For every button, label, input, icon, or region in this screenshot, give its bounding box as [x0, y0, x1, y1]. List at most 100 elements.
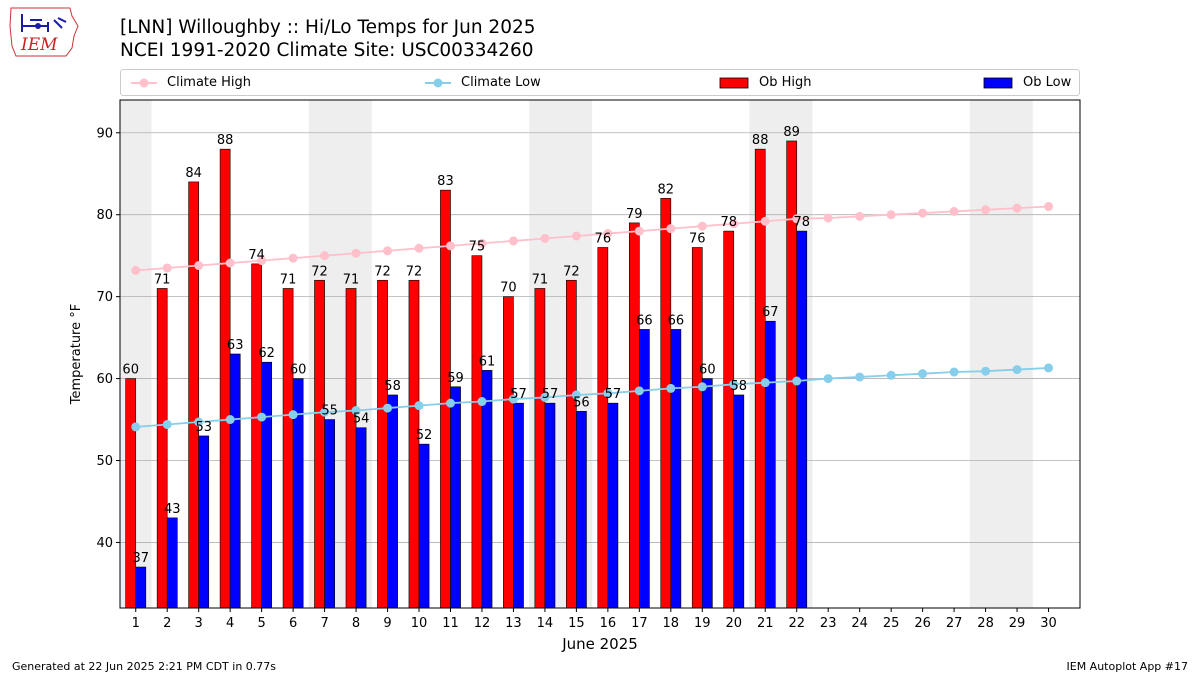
ob-high-label: 88: [752, 133, 769, 148]
y-axis-label: Temperature °F: [69, 304, 84, 405]
ob-high-label: 78: [720, 215, 737, 230]
x-tick-label: 10: [411, 616, 428, 631]
ob-low-bar: [481, 370, 493, 609]
ob-low-label: 57: [605, 387, 622, 402]
climate-high-point: [697, 221, 707, 231]
weekend-shading: [120, 100, 1033, 608]
x-tick-label: 26: [914, 616, 931, 631]
y-tick-label: 40: [96, 536, 113, 551]
ob-high-label: 71: [280, 272, 297, 287]
x-tick-label: 11: [442, 616, 459, 631]
y-tick-label: 70: [96, 290, 113, 305]
x-tick-label: 25: [883, 616, 900, 631]
ob-high-label: 60: [122, 363, 139, 378]
climate-high-point: [257, 256, 267, 266]
ob-high-bar: [786, 140, 798, 609]
ob-high-bar: [251, 263, 262, 609]
plot-frame: [119, 99, 1081, 609]
climate-high-point: [383, 246, 393, 256]
climate-low-point: [320, 407, 330, 417]
x-tick-label: 1: [132, 616, 140, 631]
ob-low-label: 37: [133, 551, 150, 566]
y-tick-label: 60: [96, 372, 113, 387]
x-tick-label: 13: [505, 616, 522, 631]
x-tick-label: 9: [383, 616, 391, 631]
ob-high-label: 74: [248, 248, 265, 263]
climate-low-point: [383, 403, 393, 413]
legend-label: Climate Low: [461, 75, 541, 90]
legend-item-climate-high: Climate High: [131, 70, 251, 95]
ob-high-bar: [691, 247, 703, 609]
ob-high-bar: [282, 288, 294, 609]
legend-item-ob-high: Ob High: [719, 70, 812, 95]
x-tick-label: 23: [820, 616, 837, 631]
y-tick-label: 50: [96, 454, 113, 469]
ob-high-bar: [471, 255, 483, 609]
ob-low-bar: [355, 427, 367, 609]
ob-low-label: 66: [636, 313, 653, 328]
ob-low-bar: [135, 566, 147, 609]
ob-high-bar: [408, 279, 420, 609]
ob-high-bar: [219, 148, 231, 609]
legend-swatch-icon: [983, 77, 1013, 88]
climate-low-point: [949, 367, 959, 377]
ob-high-bar: [314, 279, 325, 609]
climate-high-point: [666, 224, 676, 234]
climate-low-point: [666, 383, 676, 393]
x-tick-label: 2: [163, 616, 171, 631]
footer-generated: Generated at 22 Jun 2025 2:21 PM CDT in …: [12, 660, 277, 673]
climate-low-point: [792, 376, 802, 386]
climate-low-point: [729, 379, 739, 389]
climate-high-point: [194, 261, 204, 271]
footer-app: IEM Autoplot App #17: [1066, 660, 1189, 673]
ob-high-label: 84: [185, 166, 202, 181]
ob-low-bar: [670, 329, 682, 609]
climate-high-point: [1012, 203, 1022, 213]
legend-line-marker-icon: [425, 78, 451, 87]
climate-low-point: [823, 374, 833, 384]
ob-low-label: 43: [164, 502, 181, 517]
weekend-band: [969, 100, 1033, 608]
climate-low-point: [1012, 365, 1022, 375]
ob-high-bar: [503, 296, 514, 609]
ob-low-bar: [198, 435, 210, 609]
x-tick-label: 3: [195, 616, 203, 631]
x-tick-label: 5: [257, 616, 265, 631]
ob-high-bar: [723, 230, 735, 609]
climate-high-point: [949, 206, 959, 216]
ob-high-label: 72: [563, 264, 580, 279]
ob-high-label: 75: [469, 240, 486, 255]
ob-high-label: 72: [374, 264, 391, 279]
climate-low-point: [257, 412, 267, 422]
climate-low-point: [918, 369, 928, 379]
iowa-map-icon: [9, 7, 79, 57]
legend: Climate High Climate Low Ob High Ob Low: [120, 69, 1080, 96]
ob-high-bar: [534, 288, 546, 609]
ob-high-label: 82: [658, 182, 675, 197]
ob-high-label: 70: [500, 281, 517, 296]
ob-high-label: 79: [626, 207, 643, 222]
x-tick-label: 24: [851, 616, 868, 631]
y-tick-label: 80: [96, 208, 113, 223]
climate-low-line: [135, 367, 1049, 428]
climate-high-point: [634, 226, 644, 236]
climate-high-point: [855, 211, 865, 221]
climate-high-point: [792, 214, 802, 224]
ob-high-label: 89: [783, 125, 800, 140]
x-axis-label: June 2025: [561, 635, 638, 653]
x-tick-label: 20: [725, 616, 742, 631]
legend-label: Climate High: [167, 75, 252, 90]
climate-high-point: [131, 265, 141, 275]
climate-high-point: [445, 241, 455, 251]
climate-low-point: [445, 398, 455, 408]
x-tick-label: 29: [1009, 616, 1026, 631]
chart-subtitle: NCEI 1991-2020 Climate Site: USC00334260: [120, 40, 534, 61]
climate-high-point: [508, 236, 518, 246]
x-tick-label: 7: [320, 616, 328, 631]
climate-high-point: [288, 253, 298, 263]
ob-high-bar: [377, 279, 388, 609]
climate-high-point: [540, 233, 550, 243]
ob-high-bar: [597, 247, 609, 609]
x-tick-label: 8: [352, 616, 360, 631]
climate-low-point: [760, 378, 770, 388]
